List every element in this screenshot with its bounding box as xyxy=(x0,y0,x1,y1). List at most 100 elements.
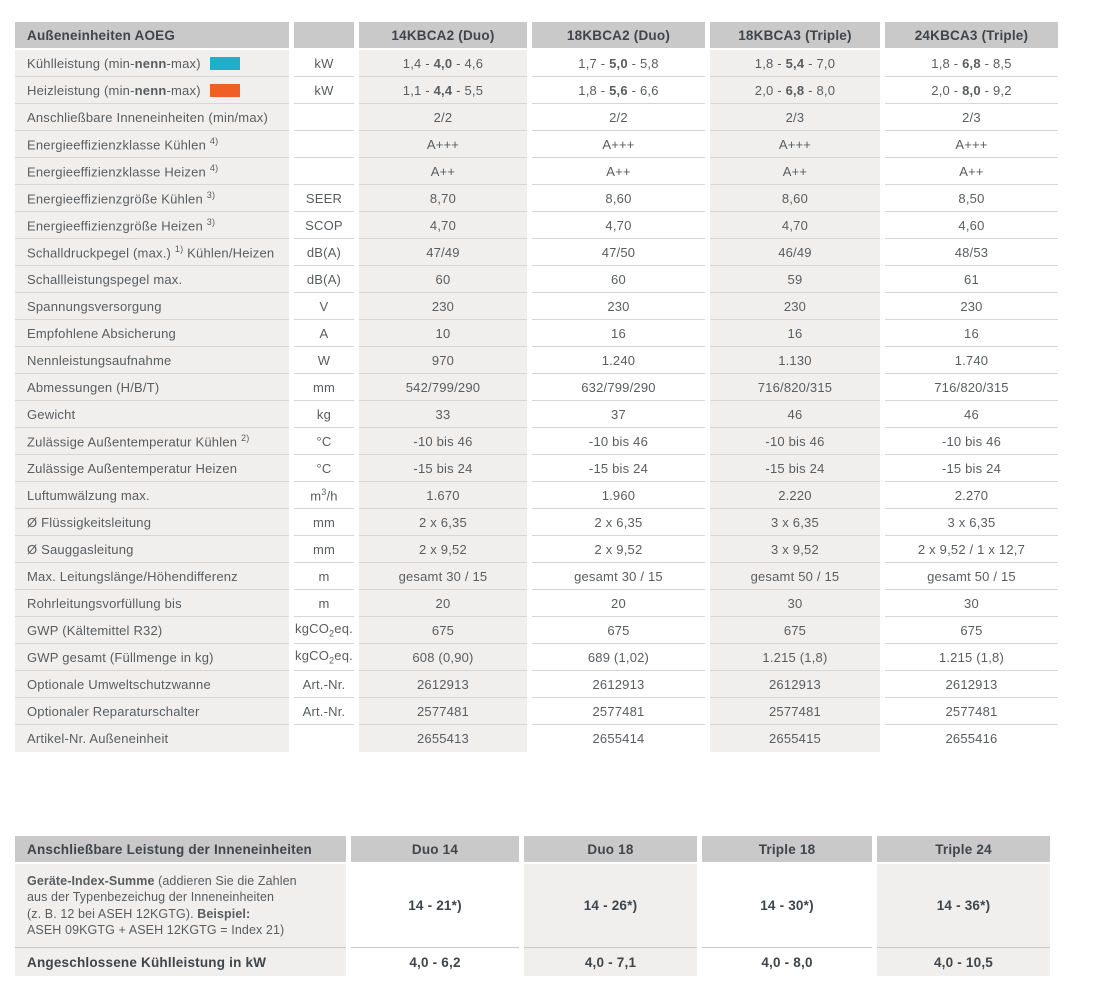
spec-value-cell: 2/2 xyxy=(358,104,527,131)
row-unit: dB(A) xyxy=(294,266,354,293)
spec-value-cell: 1,8 - 6,8 - 8,5 xyxy=(884,50,1058,77)
table1-unit-header xyxy=(294,22,354,50)
spec-value-cell: gesamt 50 / 15 xyxy=(884,563,1058,590)
row-label: Gewicht xyxy=(15,401,289,428)
row-unit: Art.-Nr. xyxy=(294,671,354,698)
row-unit: m xyxy=(294,590,354,617)
spec-value-cell: gesamt 50 / 15 xyxy=(709,563,880,590)
spec-table-row: GWP (Kältemittel R32) kgCO2eq. 675 675 675 67… xyxy=(15,617,1058,644)
row-unit: kg xyxy=(294,401,354,428)
spec-value-cell: 2612913 xyxy=(358,671,527,698)
spec-value-cell: 60 xyxy=(531,266,705,293)
row-label: Schallleistungspegel max. xyxy=(15,266,289,293)
spec-value-cell: A+++ xyxy=(531,131,705,158)
spec-value-cell: 1,1 - 4,4 - 5,5 xyxy=(358,77,527,104)
spec-table-row: Gewicht kg 33 37 46 46 xyxy=(15,401,1058,428)
capacity-value-cell: 4,0 - 10,5 xyxy=(877,948,1050,976)
row-unit: W xyxy=(294,347,354,374)
row-unit: kgCO2eq. xyxy=(294,617,354,644)
row-unit: m xyxy=(294,563,354,590)
spec-value-cell: 60 xyxy=(358,266,527,293)
row-label: GWP (Kältemittel R32) xyxy=(15,617,289,644)
spec-value-cell: 716/820/315 xyxy=(884,374,1058,401)
spec-table-row: Energieeffizienzklasse Heizen 4) A++ A++ A+… xyxy=(15,158,1058,185)
row-label: Artikel-Nr. Außeneinheit xyxy=(15,725,289,752)
spec-table-row: Artikel-Nr. Außeneinheit 2655413 2655414 26… xyxy=(15,725,1058,752)
spec-value-cell: 2.270 xyxy=(884,482,1058,509)
row-label: Energieeffizienzgröße Heizen 3) xyxy=(15,212,289,239)
table2-header-row: Anschließbare Leistung der Inneneinheite… xyxy=(15,836,1050,864)
spec-table-row: Zulässige Außentemperatur Heizen °C -15 bi… xyxy=(15,455,1058,482)
spec-value-cell: 3 x 6,35 xyxy=(709,509,880,536)
spec-value-cell: A++ xyxy=(709,158,880,185)
spec-value-cell: 20 xyxy=(358,590,527,617)
indoor-units-table-body: Geräte-Index-Summe (addieren Sie die Zah… xyxy=(15,864,1050,976)
spec-value-cell: 4,70 xyxy=(709,212,880,239)
row-label: Energieeffizienzklasse Heizen 4) xyxy=(15,158,289,185)
row-unit: mm xyxy=(294,374,354,401)
spec-value-cell: 4,70 xyxy=(531,212,705,239)
row-label: Schalldruckpegel (max.) 1) Kühlen/Heizen xyxy=(15,239,289,266)
spec-value-cell: 20 xyxy=(531,590,705,617)
row-label: Ø Flüssigkeitsleitung xyxy=(15,509,289,536)
capacity-value-cell: 4,0 - 8,0 xyxy=(761,954,813,970)
row-label: Geräte-Index-Summe (addieren Sie die Zah… xyxy=(15,864,346,948)
spec-value-cell: 1.240 xyxy=(531,347,705,374)
spec-value-cell: 8,60 xyxy=(531,185,705,212)
row-unit: V xyxy=(294,293,354,320)
spec-table-row: Schalldruckpegel (max.) 1) Kühlen/Heizen… xyxy=(15,239,1058,266)
row-label: GWP gesamt (Füllmenge in kg) xyxy=(15,644,289,671)
table2-title: Anschließbare Leistung der Inneneinheite… xyxy=(15,836,346,864)
spec-value-cell: 1.215 (1,8) xyxy=(884,644,1058,671)
table1-header-row: Außeneinheiten AOEG 14KBCA2 (Duo) 18KBCA… xyxy=(15,22,1058,50)
row-unit xyxy=(294,158,354,185)
row-unit: A xyxy=(294,320,354,347)
cooling-color-swatch-icon xyxy=(209,56,240,70)
spec-value-cell: 46 xyxy=(709,401,880,428)
spec-value-cell: 1,7 - 5,0 - 5,8 xyxy=(531,50,705,77)
spec-value-cell: 61 xyxy=(884,266,1058,293)
spec-value-cell: 2 x 9,52 / 1 x 12,7 xyxy=(884,536,1058,563)
spec-table-row: Spannungsversorgung V 230 230 230 230 xyxy=(15,293,1058,320)
spec-value-cell: A++ xyxy=(531,158,705,185)
spec-table-row: Max. Leitungslänge/Höhendifferenz m gesamt… xyxy=(15,563,1058,590)
spec-value-cell: 542/799/290 xyxy=(358,374,527,401)
spec-value-cell: 2/3 xyxy=(709,104,880,131)
spec-table-row: Zulässige Außentemperatur Kühlen 2) °C -10… xyxy=(15,428,1058,455)
spec-value-cell: 16 xyxy=(709,320,880,347)
spec-value-cell: 2/2 xyxy=(531,104,705,131)
spec-value-cell: -15 bis 24 xyxy=(884,455,1058,482)
spec-table-row: Nennleistungsaufnahme W 970 1.240 1.130 1.740 xyxy=(15,347,1058,374)
spec-value-cell: -10 bis 46 xyxy=(358,428,527,455)
spec-value-cell: 2 x 6,35 xyxy=(531,509,705,536)
spec-value-cell: 2612913 xyxy=(709,671,880,698)
row-unit: kW xyxy=(294,77,354,104)
row-unit xyxy=(294,725,354,752)
spec-value-cell: 30 xyxy=(709,590,880,617)
spec-table-row: Energieeffizienzklasse Kühlen 4) A+++ A+++… xyxy=(15,131,1058,158)
spec-value-cell: 2655416 xyxy=(945,731,998,746)
row-label: Spannungsversorgung xyxy=(15,293,289,320)
spec-value-cell: 1.960 xyxy=(531,482,705,509)
spec-value-cell: 47/49 xyxy=(358,239,527,266)
table2-column-header: Duo 18 xyxy=(524,836,697,864)
row-unit: SEER xyxy=(294,185,354,212)
spec-value-cell: 8,50 xyxy=(884,185,1058,212)
datasheet-page: Außeneinheiten AOEG 14KBCA2 (Duo) 18KBCA… xyxy=(15,22,1058,976)
row-label: Max. Leitungslänge/Höhendifferenz xyxy=(15,563,289,590)
spec-table-row: Heizleistung (min-nenn-max) kW 1,1 - 4,4 -… xyxy=(15,77,1058,104)
spec-value-cell: 2577481 xyxy=(358,698,527,725)
spec-value-cell: 2577481 xyxy=(884,698,1058,725)
spec-value-cell: 2655415 xyxy=(709,725,880,752)
spec-value-cell: -15 bis 24 xyxy=(531,455,705,482)
spec-value-cell: -15 bis 24 xyxy=(709,455,880,482)
capacity-value-cell: 4,0 - 6,2 xyxy=(409,954,461,970)
spec-value-cell: A++ xyxy=(358,158,527,185)
row-label: Ø Sauggasleitung xyxy=(15,536,289,563)
row-unit: SCOP xyxy=(294,212,354,239)
spec-value-cell: 2,0 - 8,0 - 9,2 xyxy=(884,77,1058,104)
spec-value-cell: 675 xyxy=(531,617,705,644)
spec-value-cell: 37 xyxy=(531,401,705,428)
spec-value-cell: gesamt 30 / 15 xyxy=(531,563,705,590)
row-label: Empfohlene Absicherung xyxy=(15,320,289,347)
